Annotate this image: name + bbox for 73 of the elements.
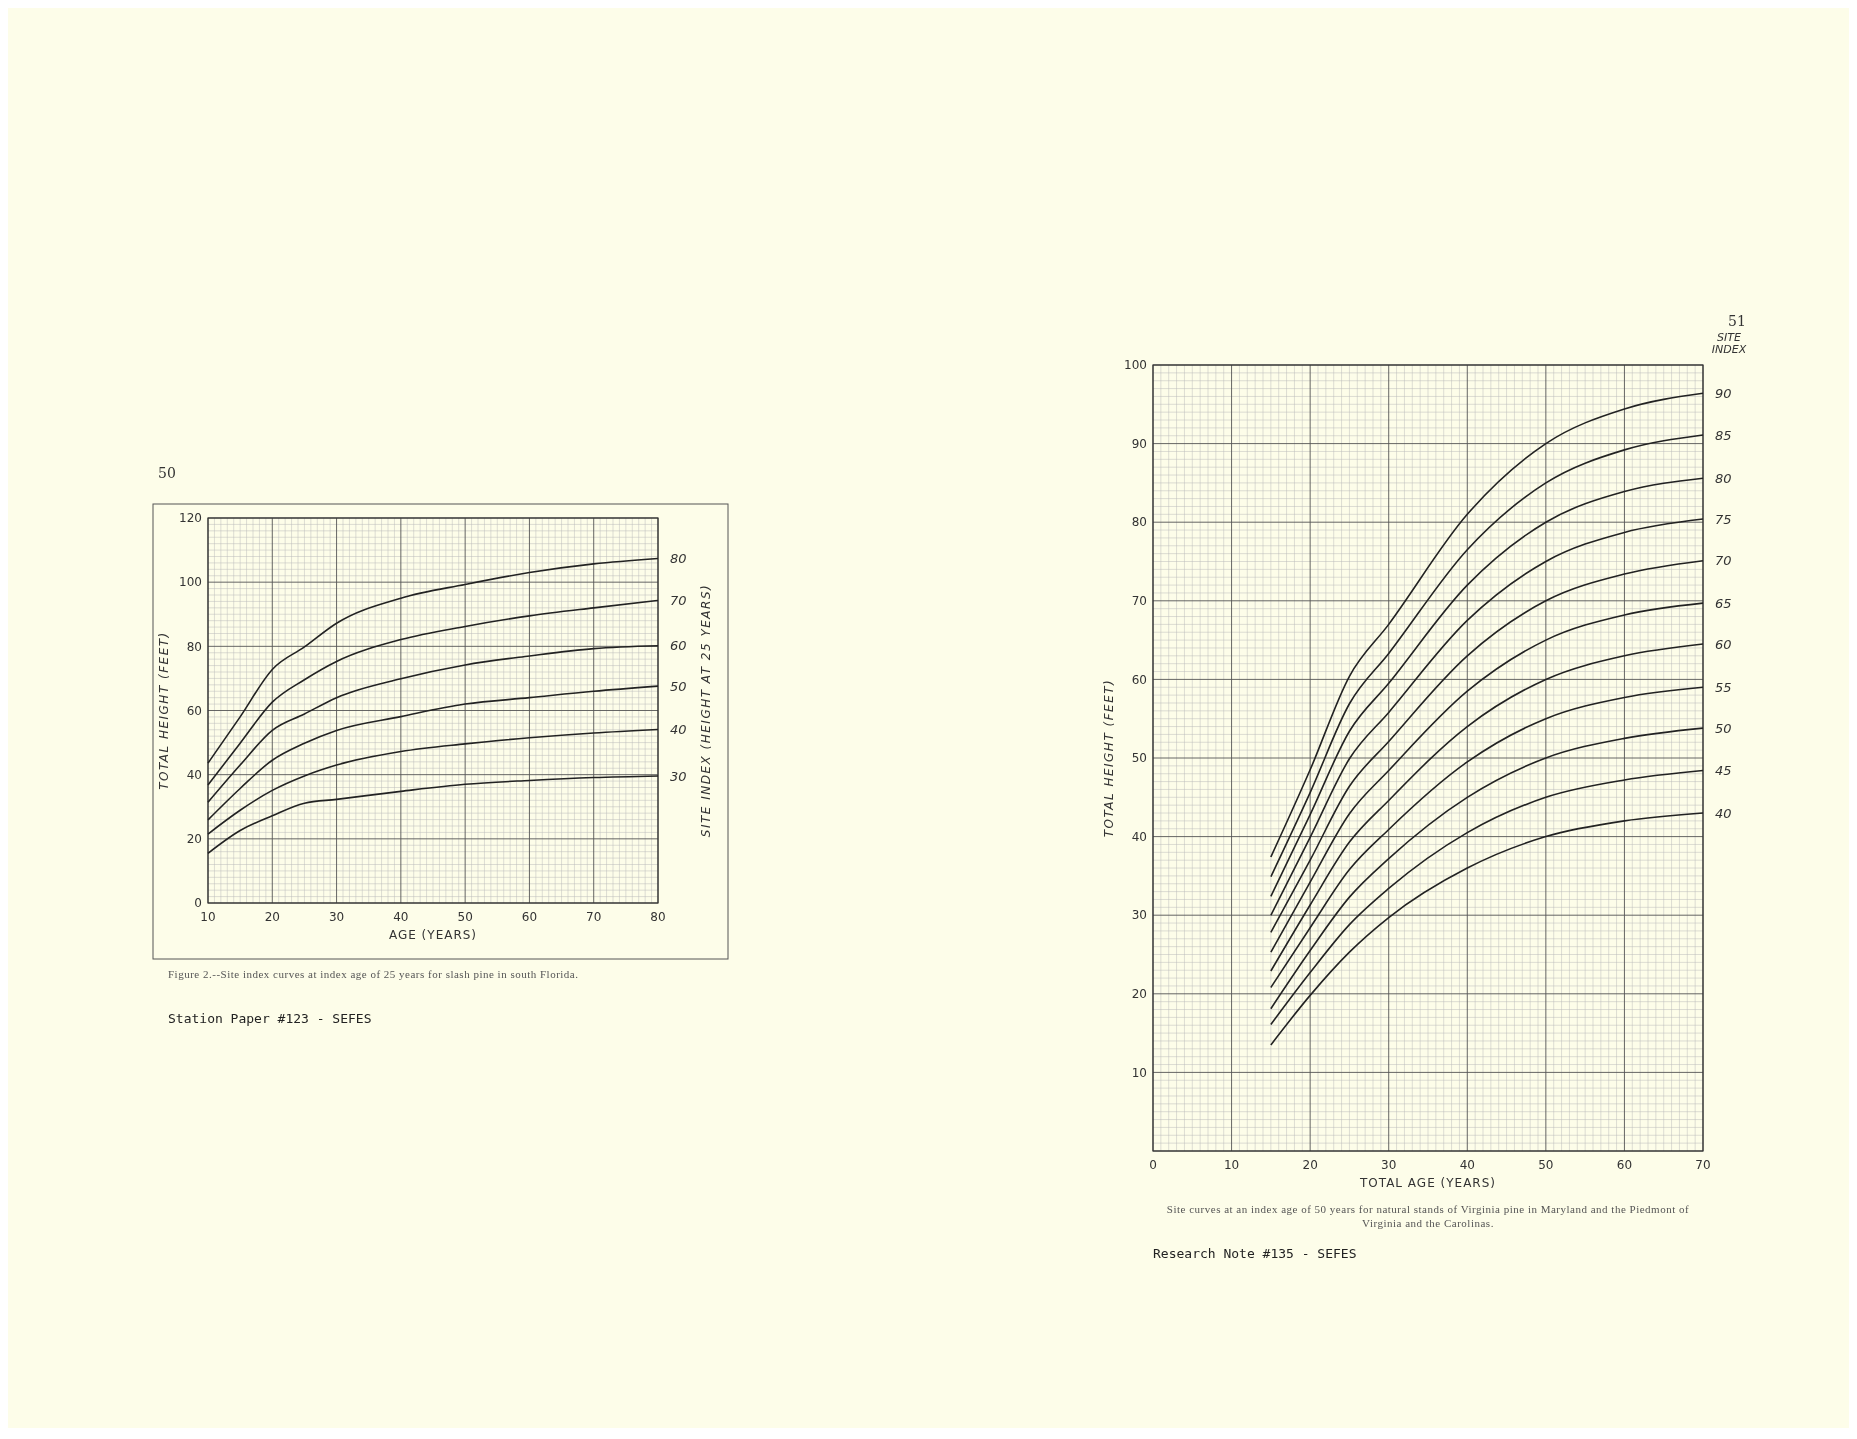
legend-title: SITE INDEX xyxy=(1711,331,1747,357)
line-series xyxy=(1270,602,1704,953)
y2-axis-title: SITE INDEX (HEIGHT AT 25 YEARS) xyxy=(699,583,713,838)
y-tick-label: 100 xyxy=(179,575,202,590)
series-label: 60 xyxy=(670,638,687,654)
y-tick-label: 60 xyxy=(186,703,202,718)
x-tick-label: 50 xyxy=(457,910,473,924)
text: Station Paper #123 - SEFES xyxy=(168,1011,372,1026)
line-series xyxy=(207,557,659,764)
line-series xyxy=(207,775,659,855)
y-axis-title: TOTAL HEIGHT (FEET) xyxy=(1102,678,1116,838)
x-tick-label: 10 xyxy=(200,910,216,924)
series-label: 80 xyxy=(1715,470,1732,486)
series-label: 40 xyxy=(1715,805,1732,821)
text: 50 xyxy=(158,465,176,481)
y-tick-label: 120 xyxy=(179,511,202,526)
line-series xyxy=(1270,769,1704,1026)
line-series xyxy=(207,599,659,786)
line-series xyxy=(207,685,659,821)
y-tick-label: 20 xyxy=(1131,987,1147,1001)
x-tick-label: 40 xyxy=(393,910,409,924)
x-tick-label: 30 xyxy=(1381,1158,1397,1172)
y-tick-label: 20 xyxy=(186,832,202,847)
line-series xyxy=(1270,643,1704,972)
x-tick-label: 70 xyxy=(586,910,602,924)
series-label: 45 xyxy=(1715,763,1732,779)
line-series xyxy=(1270,812,1704,1046)
line-series xyxy=(207,644,659,804)
x-tick-label: 40 xyxy=(1459,1158,1475,1172)
line-series xyxy=(207,728,659,835)
series-label: 55 xyxy=(1715,679,1732,695)
series-label: 30 xyxy=(670,768,687,784)
x-axis-title: TOTAL AGE (YEARS) xyxy=(1358,1176,1497,1190)
series-label: 60 xyxy=(1715,636,1732,652)
series-label: 80 xyxy=(670,550,687,566)
y-tick-label: 50 xyxy=(1131,751,1147,766)
x-tick-label: 60 xyxy=(1616,1158,1633,1172)
y-tick-label: 40 xyxy=(186,767,202,782)
text: 51 xyxy=(1728,313,1746,329)
x-tick-label: 50 xyxy=(1538,1158,1554,1172)
x-tick-label: 80 xyxy=(650,910,666,924)
y-tick-label: 60 xyxy=(1131,672,1147,687)
series-label: 50 xyxy=(1715,720,1732,736)
y-tick-label: 10 xyxy=(1131,1065,1147,1080)
series-label: 50 xyxy=(670,678,687,694)
series-label: 40 xyxy=(670,721,687,737)
y-tick-label: 100 xyxy=(1124,358,1147,373)
series-label: 65 xyxy=(1715,595,1732,611)
x-tick-label: 70 xyxy=(1695,1158,1711,1172)
y-tick-label: 80 xyxy=(1131,515,1147,530)
y-tick-label: 40 xyxy=(1131,829,1147,844)
x-tick-label: 20 xyxy=(264,910,280,924)
y-axis-title: TOTAL HEIGHT (FEET) xyxy=(157,631,171,790)
x-tick-label: 20 xyxy=(1302,1158,1318,1172)
x-axis-title: AGE (YEARS) xyxy=(388,928,478,942)
x-tick-label: 30 xyxy=(328,910,345,924)
x-tick-label: 60 xyxy=(521,910,538,924)
series-label: 85 xyxy=(1715,427,1732,443)
series-label: 70 xyxy=(1715,553,1732,569)
series-label: 90 xyxy=(1715,385,1732,401)
series-label: 75 xyxy=(1715,511,1732,527)
line-series xyxy=(1270,727,1704,1010)
series-label: 70 xyxy=(670,593,687,608)
x-tick-label: 0 xyxy=(1149,1158,1157,1172)
y-tick-label: 90 xyxy=(1131,436,1147,451)
caption: Figure 2.--Site index curves at index age of 25 years for slash pine in south Florida. xyxy=(168,968,579,980)
text: Research Note #135 - SEFES xyxy=(1153,1246,1357,1261)
x-tick-label: 10 xyxy=(1223,1158,1240,1172)
y-tick-label: 70 xyxy=(1131,594,1147,608)
line-series xyxy=(1270,686,1704,989)
y-tick-label: 0 xyxy=(194,896,202,911)
y-tick-label: 80 xyxy=(186,639,202,654)
text: Site curves at an index age of 50 years for natural stands of Virginia pine in Maryland and the Piedmont of Virginia and the Carolinas. xyxy=(1166,1203,1690,1230)
